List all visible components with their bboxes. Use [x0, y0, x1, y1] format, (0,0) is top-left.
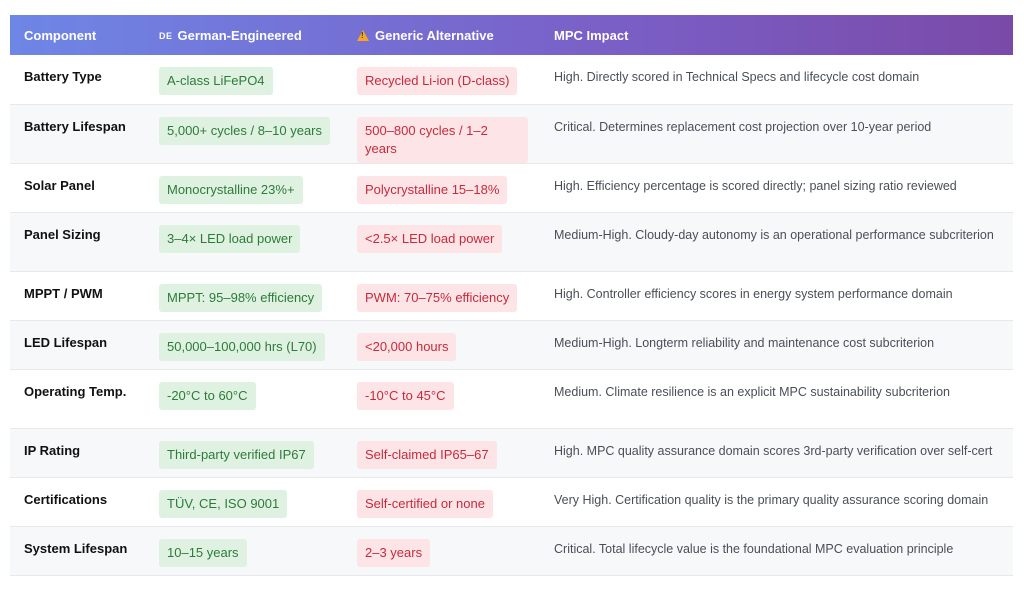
impact-cell: Medium. Climate resilience is an explici… — [540, 369, 1013, 429]
table-row: MPPT / PWM MPPT: 95–98% efficiency PWM: … — [10, 271, 1013, 321]
impact-cell: Medium-High. Cloudy-day autonomy is an o… — [540, 212, 1013, 272]
generic-cell: Recycled Li-ion (D-class) — [343, 55, 540, 105]
german-value: MPPT: 95–98% efficiency — [159, 283, 323, 312]
impact-cell: Critical. Total lifecycle value is the f… — [540, 526, 1013, 576]
table-row: System Lifespan 10–15 years 2–3 years Cr… — [10, 526, 1013, 576]
generic-value: Self-certified or none — [357, 489, 493, 518]
generic-value: 500–800 cycles / 1–2 years — [357, 116, 528, 163]
impact-cell: High. Controller efficiency scores in en… — [540, 271, 1013, 321]
table-header: Component DE German-Engineered Generic Al… — [10, 15, 1013, 55]
german-value: Monocrystalline 23%+ — [159, 175, 303, 204]
component-cell: Operating Temp. — [10, 369, 145, 429]
generic-value: Polycrystalline 15–18% — [357, 175, 508, 204]
german-cell: 50,000–100,000 hrs (L70) — [145, 320, 343, 370]
generic-cell: <2.5× LED load power — [343, 212, 540, 272]
table-row: Solar Panel Monocrystalline 23%+ Polycry… — [10, 163, 1013, 213]
table-row: Certifications TÜV, CE, ISO 9001 Self-ce… — [10, 477, 1013, 527]
german-flag-icon: DE — [159, 30, 173, 41]
table-row: Panel Sizing 3–4× LED load power <2.5× L… — [10, 212, 1013, 272]
generic-value: 2–3 years — [357, 538, 431, 567]
warning-icon — [357, 29, 369, 41]
table-row: Battery Type A-class LiFePO4 Recycled Li… — [10, 55, 1013, 105]
generic-cell: 2–3 years — [343, 526, 540, 576]
german-cell: 5,000+ cycles / 8–10 years — [145, 104, 343, 164]
generic-cell: Self-certified or none — [343, 477, 540, 527]
impact-cell: High. Directly scored in Technical Specs… — [540, 55, 1013, 105]
german-cell: MPPT: 95–98% efficiency — [145, 271, 343, 321]
generic-cell: Self-claimed IP65–67 — [343, 428, 540, 478]
generic-value: Recycled Li-ion (D-class) — [357, 67, 518, 95]
header-impact: MPC Impact — [554, 27, 629, 43]
impact-cell: Critical. Determines replacement cost pr… — [540, 104, 1013, 164]
generic-cell: <20,000 hours — [343, 320, 540, 370]
impact-cell: High. Efficiency percentage is scored di… — [540, 163, 1013, 213]
generic-value: PWM: 70–75% efficiency — [357, 283, 518, 312]
impact-cell: High. MPC quality assurance domain score… — [540, 428, 1013, 478]
component-cell: MPPT / PWM — [10, 271, 145, 321]
generic-value: -10°C to 45°C — [357, 381, 454, 410]
german-cell: -20°C to 60°C — [145, 369, 343, 429]
header-german-label: German-Engineered — [177, 27, 302, 43]
header-generic: Generic Alternative — [343, 15, 540, 55]
impact-cell: Medium-High. Longterm reliability and ma… — [540, 320, 1013, 370]
german-cell: A-class LiFePO4 — [145, 55, 343, 105]
header-german: DE German-Engineered — [145, 15, 343, 55]
component-cell: Solar Panel — [10, 163, 145, 213]
german-cell: TÜV, CE, ISO 9001 — [145, 477, 343, 527]
german-value: 50,000–100,000 hrs (L70) — [159, 332, 325, 361]
table-row: IP Rating Third-party verified IP67 Self… — [10, 428, 1013, 478]
german-cell: 10–15 years — [145, 526, 343, 576]
component-cell: System Lifespan — [10, 526, 145, 576]
component-cell: Battery Lifespan — [10, 104, 145, 164]
comparison-table-container: Component DE German-Engineered Generic Al… — [10, 15, 1013, 576]
german-value: 5,000+ cycles / 8–10 years — [159, 116, 330, 145]
table-row: LED Lifespan 50,000–100,000 hrs (L70) <2… — [10, 320, 1013, 370]
generic-value: <20,000 hours — [357, 332, 457, 361]
german-cell: Third-party verified IP67 — [145, 428, 343, 478]
component-cell: IP Rating — [10, 428, 145, 478]
header-component: Component — [24, 27, 97, 43]
german-value: -20°C to 60°C — [159, 381, 256, 410]
header-row: Component DE German-Engineered Generic Al… — [10, 15, 1013, 55]
german-value: A-class LiFePO4 — [159, 67, 273, 95]
generic-cell: PWM: 70–75% efficiency — [343, 271, 540, 321]
generic-cell: -10°C to 45°C — [343, 369, 540, 429]
german-cell: Monocrystalline 23%+ — [145, 163, 343, 213]
german-value: TÜV, CE, ISO 9001 — [159, 489, 288, 518]
table-body: Battery Type A-class LiFePO4 Recycled Li… — [10, 55, 1013, 576]
german-value: 3–4× LED load power — [159, 224, 301, 253]
generic-cell: 500–800 cycles / 1–2 years — [343, 104, 540, 164]
german-cell: 3–4× LED load power — [145, 212, 343, 272]
component-cell: Battery Type — [10, 55, 145, 105]
component-cell: Panel Sizing — [10, 212, 145, 272]
german-value: 10–15 years — [159, 538, 247, 567]
comparison-table: Component DE German-Engineered Generic Al… — [10, 15, 1013, 576]
impact-cell: Very High. Certification quality is the … — [540, 477, 1013, 527]
table-row: Operating Temp. -20°C to 60°C -10°C to 4… — [10, 369, 1013, 429]
german-value: Third-party verified IP67 — [159, 440, 314, 469]
generic-value: Self-claimed IP65–67 — [357, 440, 497, 469]
table-row: Battery Lifespan 5,000+ cycles / 8–10 ye… — [10, 104, 1013, 164]
component-cell: Certifications — [10, 477, 145, 527]
generic-value: <2.5× LED load power — [357, 224, 503, 253]
header-generic-label: Generic Alternative — [375, 27, 494, 43]
generic-cell: Polycrystalline 15–18% — [343, 163, 540, 213]
component-cell: LED Lifespan — [10, 320, 145, 370]
